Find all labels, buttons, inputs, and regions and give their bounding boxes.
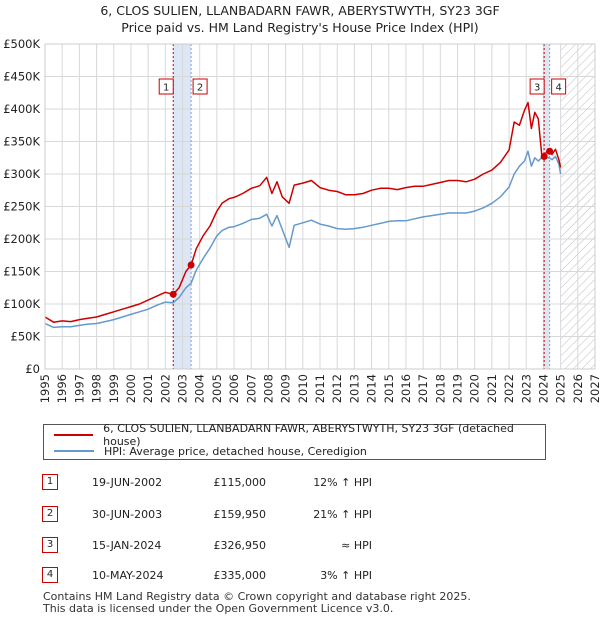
transaction-price: £335,000 (213, 569, 267, 582)
x-tick-label: 2026 (571, 374, 585, 403)
transaction-price: £326,950 (213, 539, 267, 552)
transaction-price: £115,000 (213, 476, 267, 489)
y-tick-label: £300K (3, 167, 40, 181)
x-tick-label: 1998 (90, 374, 104, 403)
legend-label-hpi: HPI: Average price, detached house, Cere… (104, 444, 367, 458)
x-tick-label: 1999 (107, 374, 121, 403)
x-tick-label: 1996 (55, 374, 69, 403)
table-row: 4 10-MAY-2024 £335,000 3% ↑ HPI (42, 567, 562, 587)
plot-frame (44, 43, 596, 370)
legend-swatch-hpi (54, 450, 94, 452)
marker-badge-1 (158, 78, 174, 95)
chart-title-line-1: 6, CLOS SULIEN, LLANBADARN FAWR, ABERYST… (100, 3, 500, 18)
y-tick-label: £50K (11, 330, 41, 344)
x-tick-label: 2008 (261, 374, 275, 403)
y-tick-label: £150K (3, 265, 40, 279)
marker-badge-label: 4 (555, 83, 561, 94)
footer-license: This data is licensed under the Open Gov… (43, 602, 394, 615)
y-tick-label: £200K (3, 232, 40, 246)
x-tick-label: 2017 (416, 374, 430, 403)
hpi-series-line (44, 150, 562, 329)
y-tick-label: £400K (3, 102, 40, 116)
table-row: 1 19-JUN-2002 £115,000 12% ↑ HPI (42, 474, 562, 494)
x-tick-label: 2009 (279, 374, 293, 403)
transaction-date: 19-JUN-2002 (92, 476, 163, 489)
transaction-date: 30-JUN-2003 (92, 508, 163, 521)
y-tick-label: £450K (3, 70, 40, 84)
x-tick-label: 2021 (485, 374, 499, 403)
property-series-line (44, 101, 562, 323)
x-tick-label: 1997 (72, 374, 86, 403)
x-tick-label: 2022 (502, 374, 516, 403)
y-tick-label: £500K (3, 37, 40, 51)
y-tick-label: £0 (25, 362, 40, 376)
transaction-hpi-delta: 12% ↑ HPI (313, 476, 372, 489)
x-tick-label: 2006 (227, 374, 241, 403)
table-row: 2 30-JUN-2003 £159,950 21% ↑ HPI (42, 506, 562, 526)
transaction-hpi-delta: 21% ↑ HPI (313, 508, 372, 521)
x-tick-label: 2004 (193, 374, 207, 403)
sale-point (546, 147, 554, 155)
x-tick-label: 2000 (124, 374, 138, 403)
y-tick-label: £250K (3, 200, 40, 214)
marker-badge-label: 2 (197, 83, 203, 94)
x-tick-label: 2025 (554, 374, 568, 403)
y-tick-label: £100K (3, 297, 40, 311)
transaction-hpi-delta: 3% ↑ HPI (320, 569, 372, 582)
transaction-number-badge: 3 (42, 537, 58, 553)
transaction-number-badge: 4 (42, 567, 58, 583)
sale-point (187, 261, 195, 269)
transaction-date: 10-MAY-2024 (92, 569, 164, 582)
x-tick-label: 2007 (244, 374, 258, 403)
x-tick-label: 1995 (38, 374, 52, 403)
sale-point (540, 152, 548, 160)
x-tick-label: 2018 (433, 374, 447, 403)
x-tick-label: 2010 (296, 374, 310, 403)
legend-item-property: 6, CLOS SULIEN, LLANBADARN FAWR, ABERYST… (54, 422, 545, 448)
x-tick-label: 2013 (347, 374, 361, 403)
legend-item-hpi: HPI: Average price, detached house, Cere… (54, 443, 367, 459)
x-tick-label: 2014 (365, 374, 379, 403)
transaction-number-badge: 1 (42, 474, 58, 490)
price-chart: 1 2 3 4 £0 £50K £100K £150K £200K £250K £300K £350… (3, 37, 600, 403)
x-tick-label: 2016 (399, 374, 413, 403)
table-row: 3 15-JAN-2024 £326,950 ≈ HPI (42, 537, 562, 557)
transaction-number-badge: 2 (42, 506, 58, 522)
chart-title-line-2: Price paid vs. HM Land Registry's House … (121, 20, 479, 35)
x-tick-label: 2003 (176, 374, 190, 403)
x-tick-label: 2015 (382, 374, 396, 403)
transaction-hpi-delta: ≈ HPI (341, 539, 372, 552)
legend: 6, CLOS SULIEN, LLANBADARN FAWR, ABERYST… (43, 422, 546, 460)
marker-badge-label: 3 (534, 83, 540, 94)
x-tick-label: 2001 (141, 374, 155, 403)
x-tick-label: 2012 (330, 374, 344, 403)
x-tick-label: 2019 (451, 374, 465, 403)
transaction-price: £159,950 (213, 508, 267, 521)
y-tick-label: £350K (3, 135, 40, 149)
x-tick-label: 2005 (210, 374, 224, 403)
marker-badge-4 (551, 78, 567, 95)
marker-badge-2 (192, 78, 208, 95)
x-tick-label: 2011 (313, 374, 327, 403)
x-tick-label: 2020 (468, 374, 482, 403)
transaction-date: 15-JAN-2024 (92, 539, 162, 552)
legend-swatch-property (54, 434, 94, 436)
marker-badge-3 (529, 78, 545, 95)
marker-badge-label: 1 (163, 83, 169, 94)
sale-point (169, 290, 177, 298)
x-tick-label: 2024 (536, 374, 550, 403)
legend-label-property: 6, CLOS SULIEN, LLANBADARN FAWR, ABERYST… (103, 422, 514, 448)
x-tick-label: 2023 (519, 374, 533, 403)
x-tick-label: 2002 (158, 374, 172, 403)
footer-copyright: Contains HM Land Registry data © Crown c… (43, 590, 471, 603)
x-tick-label: 2027 (588, 374, 600, 403)
